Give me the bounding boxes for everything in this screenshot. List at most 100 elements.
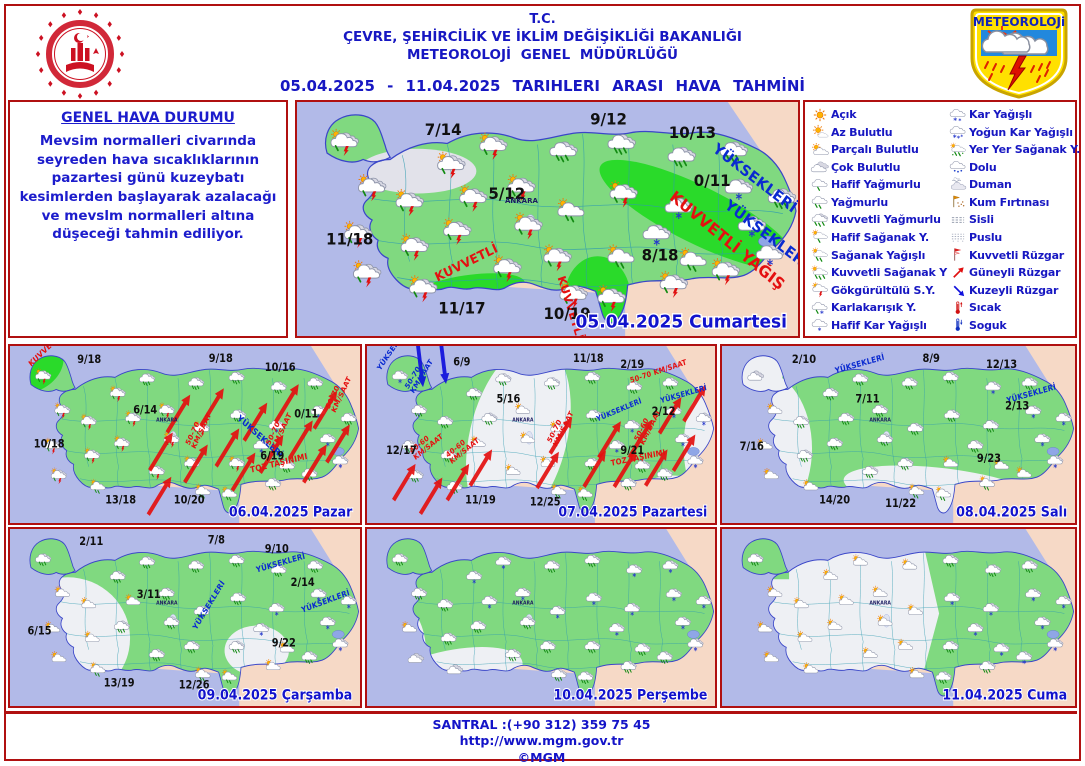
temperature-label: 8/9 — [923, 353, 940, 366]
rain-icon — [852, 373, 869, 386]
rain-icon — [967, 440, 984, 453]
wind-arrow-icon — [418, 477, 443, 516]
rain-icon — [158, 587, 175, 601]
rain-icon — [109, 570, 126, 584]
wind-arrow-icon — [165, 394, 191, 434]
legend-item-label: Kum Fırtınası — [969, 195, 1050, 209]
rain-icon — [584, 371, 601, 385]
partly-cloudy-icon — [838, 593, 854, 605]
wind-arrow-icon — [657, 397, 682, 435]
legend-item: Parçalı Bulutlu — [809, 141, 947, 159]
forecast-map-tuesday: YÜKSEKLERİ YÜKSEKLERİ 2/10 8/9 12/13 7/11 2/13… — [720, 344, 1077, 525]
fog-icon — [947, 212, 969, 228]
partly-cloudy-icon — [852, 554, 868, 566]
partly-cloudy-icon — [45, 621, 60, 633]
legend-item: Yağmurlu — [809, 194, 947, 212]
header-ministry: ÇEVRE, ŞEHİRCİLİK VE İKLİM DEĞİŞİKLİĞİ B… — [343, 29, 742, 45]
thunderstorm-icon — [44, 437, 61, 455]
wind-arrow-icon — [597, 421, 621, 459]
light-shower-icon — [809, 229, 831, 245]
temperature-label: 3/11 — [137, 589, 161, 602]
wind-arrow-icon — [146, 476, 172, 516]
page-border — [4, 4, 1081, 761]
legend-item: Duman — [947, 176, 1080, 194]
shower-icon — [551, 483, 567, 499]
snow-icon — [947, 107, 969, 123]
precipitation-zone — [466, 355, 571, 513]
rain-icon — [505, 648, 522, 662]
temperature-label: 11/19 — [465, 494, 496, 507]
rain-icon — [1021, 377, 1038, 390]
temperature-label: 6/14 — [133, 404, 157, 417]
lake-van — [687, 447, 700, 456]
rain-icon — [826, 437, 844, 451]
heavy-shower-icon — [809, 265, 831, 281]
rain-icon — [838, 412, 855, 426]
rain-icon — [942, 640, 959, 654]
rain-icon — [163, 616, 180, 630]
rain-icon — [942, 554, 959, 568]
partly-cloudy-icon — [822, 568, 839, 580]
turkey-map-svg: ANKARA 11.04.2025 Cuma — [722, 529, 1075, 706]
rain-icon — [620, 477, 637, 491]
rain-icon — [935, 671, 952, 685]
light-snow-icon — [809, 317, 831, 333]
snow-icon — [982, 602, 1000, 616]
wind-arrow-icon — [274, 384, 299, 424]
shower-icon — [577, 486, 593, 502]
thunderstorm-icon — [400, 233, 429, 261]
shower-icon — [90, 661, 106, 677]
temperature-label: 2/19 — [620, 358, 644, 371]
snow-icon — [1016, 651, 1033, 665]
snow-icon — [642, 224, 671, 246]
shower-icon — [908, 483, 925, 499]
shower-icon — [679, 247, 707, 272]
precipitation-zone — [742, 355, 783, 399]
legend-item: Kuvvetli Rüzgar — [947, 246, 1080, 264]
sleet-icon — [809, 300, 831, 316]
rain-icon — [401, 440, 418, 453]
snow-icon — [1055, 595, 1072, 609]
rain-icon — [979, 660, 996, 674]
shower-icon — [221, 486, 238, 502]
temperature-label: 10/16 — [265, 361, 296, 374]
temperature-label: 12/17 — [386, 444, 417, 457]
snow-icon — [755, 244, 785, 266]
header-date-range: 05.04.2025 - 11.04.2025 TARIHLERI ARASI … — [279, 77, 805, 95]
snow-icon — [319, 433, 336, 447]
snow-icon — [332, 638, 349, 652]
shower-icon — [221, 669, 238, 685]
south-wind-icon — [947, 265, 969, 281]
snow-icon — [967, 623, 984, 636]
thunderstorm-icon — [330, 128, 359, 157]
snow-icon — [737, 216, 767, 238]
footer-url: http://www.mgm.gov.tr — [459, 733, 624, 749]
snow-icon — [310, 588, 327, 602]
snow-icon — [608, 623, 625, 636]
rain-icon — [188, 560, 205, 573]
rain-icon — [495, 373, 512, 386]
forecast-map-wednesday: YÜKSEKLERİ YÜKSEKLERİ YÜKSEKLERİ 2/11 7/8 9/1… — [8, 527, 362, 708]
legend-item: Yer Yer Sağanak Y. — [947, 141, 1080, 159]
temperature-label: 10/20 — [174, 494, 205, 507]
partly-cloudy-icon — [872, 585, 888, 597]
city-label-ankara: ANKARA — [512, 417, 533, 423]
temperature-label: 7/14 — [425, 121, 462, 140]
temperature-label: 8/18 — [642, 246, 679, 265]
rain-icon — [1021, 560, 1038, 573]
forecast-map-monday: YÜKSEKLERİ50-70KM/SAAT40-60KM/SAAT40-60K… — [365, 344, 717, 525]
rain-icon — [549, 141, 578, 163]
legend-item-label: Karlakarışık Y. — [831, 301, 917, 315]
header-tc: T.C. — [529, 12, 556, 27]
forecast-map-thursday: ANKARA 10.04.2025 Perşembe — [365, 527, 717, 708]
snow-icon — [985, 381, 1002, 395]
snow-icon — [624, 419, 641, 433]
map-date-label: 07.04.2025 Pazartesi — [558, 504, 707, 521]
snow-icon — [1025, 405, 1042, 419]
legend-item-label: Kuzeyli Rüzgar — [969, 283, 1059, 297]
shower-icon — [935, 486, 951, 502]
partly-cloudy-icon — [505, 463, 521, 475]
wind-arrow-icon — [445, 463, 470, 502]
rain-icon — [662, 377, 679, 390]
thunderstorm-icon — [51, 467, 67, 485]
